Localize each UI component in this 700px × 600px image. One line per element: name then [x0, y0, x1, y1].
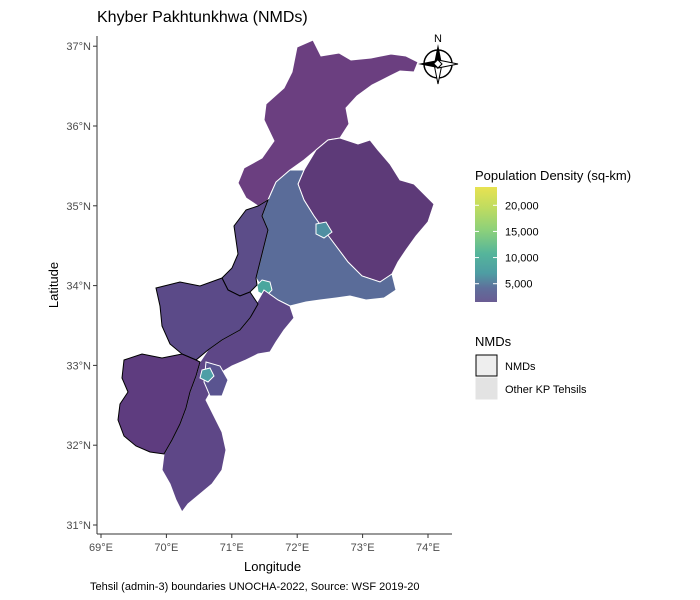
y-tick-label: 35°N: [66, 201, 91, 213]
y-tick-label: 36°N: [66, 121, 91, 133]
nmd-legend: NMDs NMDs Other KP Tehsils: [475, 334, 587, 400]
north-arrow: N: [418, 33, 459, 85]
plot-panel: [96, 36, 452, 535]
nmd-legend-swatch: [475, 377, 498, 400]
nmd-legend-title: NMDs: [475, 334, 512, 349]
kp-region-mardan: [315, 221, 333, 239]
y-tick-label: 34°N: [66, 281, 91, 293]
kp-region-map: [161, 39, 435, 513]
x-tick-label: 73°E: [351, 542, 375, 554]
density-breaks: 20,000 15,000 10,000 5,000: [475, 200, 539, 291]
plot-title: Khyber Pakhtunkhwa (NMDs): [97, 9, 308, 26]
y-tick-label: 31°N: [66, 520, 91, 532]
density-break-label: 15,000: [505, 226, 539, 238]
nmd-legend-label: NMDs: [505, 361, 536, 373]
y-axis-ticks: 31°N 32°N 33°N 34°N 35°N 36°N 37°N: [66, 41, 97, 532]
nmd-region-khyber: [155, 277, 259, 361]
x-tick-label: 72°E: [285, 542, 309, 554]
nmd-region-north: [221, 198, 269, 297]
compass-needle-west: [418, 60, 438, 68]
density-break-label: 10,000: [505, 253, 539, 265]
caption: Tehsil (admin-3) boundaries UNOCHA-2022,…: [90, 581, 420, 593]
x-tick-label: 71°E: [220, 542, 244, 554]
kp-region-bannu: [199, 367, 215, 383]
y-tick-label: 33°N: [66, 360, 91, 372]
density-legend: Population Density (sq-km) 20,000 15,000 1…: [475, 168, 631, 302]
y-axis-title: Latitude: [46, 262, 61, 308]
density-break-label: 5,000: [505, 279, 533, 291]
density-color-bar: [475, 187, 497, 302]
nmd-legend-swatch: [475, 354, 498, 377]
x-axis-ticks: 69°E 70°E 71°E 72°E 73°E 74°E: [89, 534, 440, 554]
nmd-tehsils: [117, 198, 269, 455]
y-tick-label: 37°N: [66, 41, 91, 53]
nmd-legend-items: NMDs Other KP Tehsils: [475, 354, 587, 400]
y-tick-label: 32°N: [66, 440, 91, 452]
x-axis-title: Longitude: [244, 559, 301, 574]
compass-needle-north: [434, 44, 442, 64]
x-tick-label: 70°E: [154, 542, 178, 554]
density-legend-title: Population Density (sq-km): [475, 168, 631, 183]
x-tick-label: 74°E: [416, 542, 440, 554]
compass-needle-east: [436, 59, 459, 69]
x-tick-label: 69°E: [89, 542, 113, 554]
density-break-label: 20,000: [505, 200, 539, 212]
nmd-legend-label: Other KP Tehsils: [505, 384, 587, 396]
nmd-region-waziristan: [117, 353, 201, 455]
compass-north-label: N: [434, 33, 442, 45]
